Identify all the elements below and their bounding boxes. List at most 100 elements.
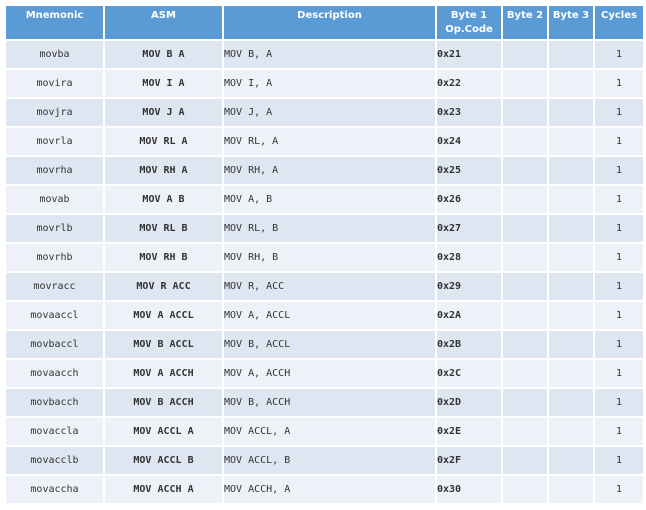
asm-cell: MOV R ACC <box>105 273 222 300</box>
opcode-cell: 0x2A <box>437 302 501 329</box>
cycles-cell: 1 <box>595 99 643 126</box>
description-cell: MOV RH, B <box>224 244 435 271</box>
table-row: movaaccl MOV A ACCL MOV A, ACCL 0x2A 1 <box>6 302 643 329</box>
table-row: movaccha MOV ACCH A MOV ACCH, A 0x30 1 <box>6 476 643 503</box>
byte2-cell <box>503 128 547 155</box>
table-row: movaccla MOV ACCL A MOV ACCL, A 0x2E 1 <box>6 418 643 445</box>
mnemonic-cell: movbaccl <box>6 331 103 358</box>
asm-cell: MOV J A <box>105 99 222 126</box>
opcode-table: Mnemonic ASM Description Byte 1 Op.Code … <box>4 4 645 505</box>
description-cell: MOV I, A <box>224 70 435 97</box>
asm-cell: MOV I A <box>105 70 222 97</box>
mnemonic-cell: movba <box>6 41 103 68</box>
cycles-cell: 1 <box>595 41 643 68</box>
description-cell: MOV A, B <box>224 186 435 213</box>
description-cell: MOV A, ACCL <box>224 302 435 329</box>
description-cell: MOV R, ACC <box>224 273 435 300</box>
asm-cell: MOV A B <box>105 186 222 213</box>
description-cell: MOV ACCL, A <box>224 418 435 445</box>
mnemonic-cell: movjra <box>6 99 103 126</box>
mnemonic-cell: movrlb <box>6 215 103 242</box>
cycles-cell: 1 <box>595 186 643 213</box>
byte2-cell <box>503 360 547 387</box>
opcode-cell: 0x26 <box>437 186 501 213</box>
opcode-cell: 0x24 <box>437 128 501 155</box>
table-row: movracc MOV R ACC MOV R, ACC 0x29 1 <box>6 273 643 300</box>
header-opcode-label: Op.Code <box>445 24 493 35</box>
table-row: movrhb MOV RH B MOV RH, B 0x28 1 <box>6 244 643 271</box>
header-mnemonic: Mnemonic <box>6 6 103 39</box>
byte3-cell <box>549 476 593 503</box>
byte3-cell <box>549 215 593 242</box>
opcode-cell: 0x28 <box>437 244 501 271</box>
description-cell: MOV A, ACCH <box>224 360 435 387</box>
byte2-cell <box>503 41 547 68</box>
description-cell: MOV RL, B <box>224 215 435 242</box>
opcode-cell: 0x27 <box>437 215 501 242</box>
asm-cell: MOV RH A <box>105 157 222 184</box>
asm-cell: MOV ACCL A <box>105 418 222 445</box>
opcode-cell: 0x22 <box>437 70 501 97</box>
table-row: movjra MOV J A MOV J, A 0x23 1 <box>6 99 643 126</box>
table-row: movba MOV B A MOV B, A 0x21 1 <box>6 41 643 68</box>
mnemonic-cell: movaccha <box>6 476 103 503</box>
byte3-cell <box>549 302 593 329</box>
asm-cell: MOV B ACCH <box>105 389 222 416</box>
table-row: movrlb MOV RL B MOV RL, B 0x27 1 <box>6 215 643 242</box>
table-row: movrha MOV RH A MOV RH, A 0x25 1 <box>6 157 643 184</box>
asm-cell: MOV B A <box>105 41 222 68</box>
byte3-cell <box>549 244 593 271</box>
opcode-cell: 0x23 <box>437 99 501 126</box>
byte2-cell <box>503 157 547 184</box>
asm-cell: MOV RL B <box>105 215 222 242</box>
mnemonic-cell: movacclb <box>6 447 103 474</box>
byte2-cell <box>503 244 547 271</box>
byte3-cell <box>549 157 593 184</box>
cycles-cell: 1 <box>595 128 643 155</box>
table-row: movbaccl MOV B ACCL MOV B, ACCL 0x2B 1 <box>6 331 643 358</box>
table-row: movira MOV I A MOV I, A 0x22 1 <box>6 70 643 97</box>
cycles-cell: 1 <box>595 476 643 503</box>
description-cell: MOV RL, A <box>224 128 435 155</box>
description-cell: MOV ACCH, A <box>224 476 435 503</box>
mnemonic-cell: movaccla <box>6 418 103 445</box>
table-row: movaacch MOV A ACCH MOV A, ACCH 0x2C 1 <box>6 360 643 387</box>
opcode-cell: 0x25 <box>437 157 501 184</box>
description-cell: MOV ACCL, B <box>224 447 435 474</box>
table-row: movbacch MOV B ACCH MOV B, ACCH 0x2D 1 <box>6 389 643 416</box>
opcode-cell: 0x2B <box>437 331 501 358</box>
asm-cell: MOV B ACCL <box>105 331 222 358</box>
byte2-cell <box>503 70 547 97</box>
header-byte2: Byte 2 <box>503 6 547 39</box>
asm-cell: MOV RH B <box>105 244 222 271</box>
table-row: movacclb MOV ACCL B MOV ACCL, B 0x2F 1 <box>6 447 643 474</box>
mnemonic-cell: movaaccl <box>6 302 103 329</box>
byte3-cell <box>549 99 593 126</box>
header-description: Description <box>224 6 435 39</box>
asm-cell: MOV ACCL B <box>105 447 222 474</box>
mnemonic-cell: movaacch <box>6 360 103 387</box>
asm-cell: MOV A ACCL <box>105 302 222 329</box>
byte3-cell <box>549 389 593 416</box>
cycles-cell: 1 <box>595 360 643 387</box>
byte3-cell <box>549 273 593 300</box>
header-byte3: Byte 3 <box>549 6 593 39</box>
byte3-cell <box>549 418 593 445</box>
cycles-cell: 1 <box>595 157 643 184</box>
mnemonic-cell: movab <box>6 186 103 213</box>
byte2-cell <box>503 99 547 126</box>
byte3-cell <box>549 128 593 155</box>
opcode-cell: 0x30 <box>437 476 501 503</box>
mnemonic-cell: movira <box>6 70 103 97</box>
table-row: movrla MOV RL A MOV RL, A 0x24 1 <box>6 128 643 155</box>
opcode-cell: 0x2F <box>437 447 501 474</box>
byte2-cell <box>503 186 547 213</box>
opcode-cell: 0x29 <box>437 273 501 300</box>
description-cell: MOV J, A <box>224 99 435 126</box>
mnemonic-cell: movrha <box>6 157 103 184</box>
byte2-cell <box>503 273 547 300</box>
byte3-cell <box>549 41 593 68</box>
header-byte1: Byte 1 Op.Code <box>437 6 501 39</box>
byte3-cell <box>549 331 593 358</box>
mnemonic-cell: movbacch <box>6 389 103 416</box>
